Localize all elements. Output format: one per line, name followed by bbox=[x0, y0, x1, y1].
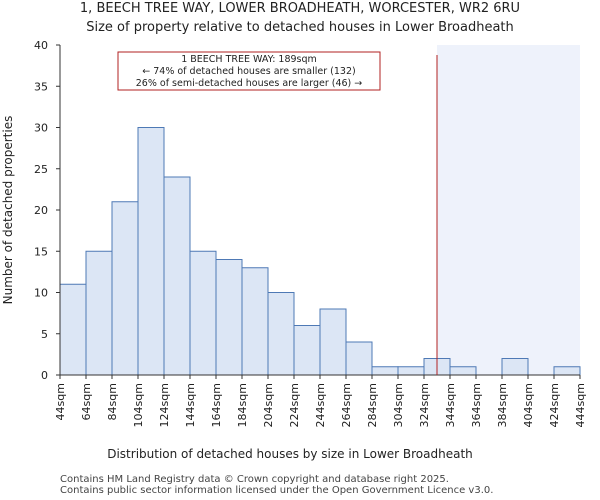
x-tick-label: 224sqm bbox=[288, 383, 301, 427]
x-tick-label: 184sqm bbox=[236, 383, 249, 427]
x-tick-label: 404sqm bbox=[522, 383, 535, 427]
x-tick-label: 244sqm bbox=[314, 383, 327, 427]
larger-region-highlight bbox=[437, 45, 580, 375]
histogram-bar bbox=[449, 366, 477, 376]
annotation-line-1: 1 BEECH TREE WAY: 189sqm bbox=[181, 54, 317, 65]
y-tick-label: 0 bbox=[41, 369, 48, 382]
histogram-bar bbox=[111, 201, 139, 376]
y-tick-label: 35 bbox=[34, 80, 48, 93]
x-tick-label: 164sqm bbox=[210, 383, 223, 427]
y-tick-label: 40 bbox=[34, 39, 48, 52]
footer-licence: Contains public sector information licen… bbox=[60, 485, 494, 496]
x-tick-label: 144sqm bbox=[184, 383, 197, 427]
histogram-bar bbox=[137, 127, 165, 376]
histogram-bar bbox=[397, 366, 425, 376]
histogram-bar bbox=[163, 176, 191, 376]
histogram-bar bbox=[501, 358, 529, 376]
chart-title: 1, BEECH TREE WAY, LOWER BROADHEATH, WOR… bbox=[80, 1, 520, 16]
x-tick-label: 64sqm bbox=[80, 383, 93, 420]
x-tick-label: 44sqm bbox=[54, 383, 67, 420]
x-tick-label: 424sqm bbox=[548, 383, 561, 427]
y-tick-label: 15 bbox=[34, 245, 48, 258]
annotation-box bbox=[117, 51, 381, 91]
x-tick-label: 104sqm bbox=[132, 383, 145, 427]
x-tick-label: 84sqm bbox=[106, 383, 119, 420]
y-tick-label: 30 bbox=[34, 122, 48, 135]
y-tick-label: 5 bbox=[41, 328, 48, 341]
histogram-bar bbox=[371, 366, 399, 376]
x-tick-label: 344sqm bbox=[444, 383, 457, 427]
x-tick-label: 284sqm bbox=[366, 383, 379, 427]
x-tick-label: 364sqm bbox=[470, 383, 483, 427]
histogram-bar bbox=[59, 283, 87, 376]
histogram-bar bbox=[319, 308, 347, 376]
y-tick-label: 20 bbox=[34, 204, 48, 217]
histogram-bar bbox=[85, 250, 113, 376]
annotation-line-3: 26% of semi-detached houses are larger (… bbox=[136, 78, 363, 89]
chart-subtitle: Size of property relative to detached ho… bbox=[86, 20, 514, 35]
y-tick-label: 25 bbox=[34, 163, 48, 176]
x-tick-label: 444sqm bbox=[574, 383, 587, 427]
y-tick-label: 10 bbox=[34, 287, 48, 300]
histogram-bar bbox=[189, 250, 217, 376]
histogram-bar bbox=[215, 259, 243, 376]
x-tick-label: 324sqm bbox=[418, 383, 431, 427]
annotation-line-2: ← 74% of detached houses are smaller (13… bbox=[142, 66, 355, 77]
x-tick-label: 204sqm bbox=[262, 383, 275, 427]
y-axis-label: Number of detached properties bbox=[1, 116, 15, 305]
x-tick-label: 304sqm bbox=[392, 383, 405, 427]
histogram-bar bbox=[345, 341, 373, 376]
footer-copyright: Contains HM Land Registry data © Crown c… bbox=[60, 474, 449, 485]
x-tick-label: 124sqm bbox=[158, 383, 171, 427]
histogram-bar bbox=[553, 366, 581, 376]
x-tick-label: 264sqm bbox=[340, 383, 353, 427]
histogram-bar bbox=[293, 325, 321, 376]
histogram-bar bbox=[241, 267, 269, 376]
histogram-bar bbox=[267, 292, 295, 376]
x-tick-label: 384sqm bbox=[496, 383, 509, 427]
x-axis-label: Distribution of detached houses by size … bbox=[107, 447, 473, 461]
